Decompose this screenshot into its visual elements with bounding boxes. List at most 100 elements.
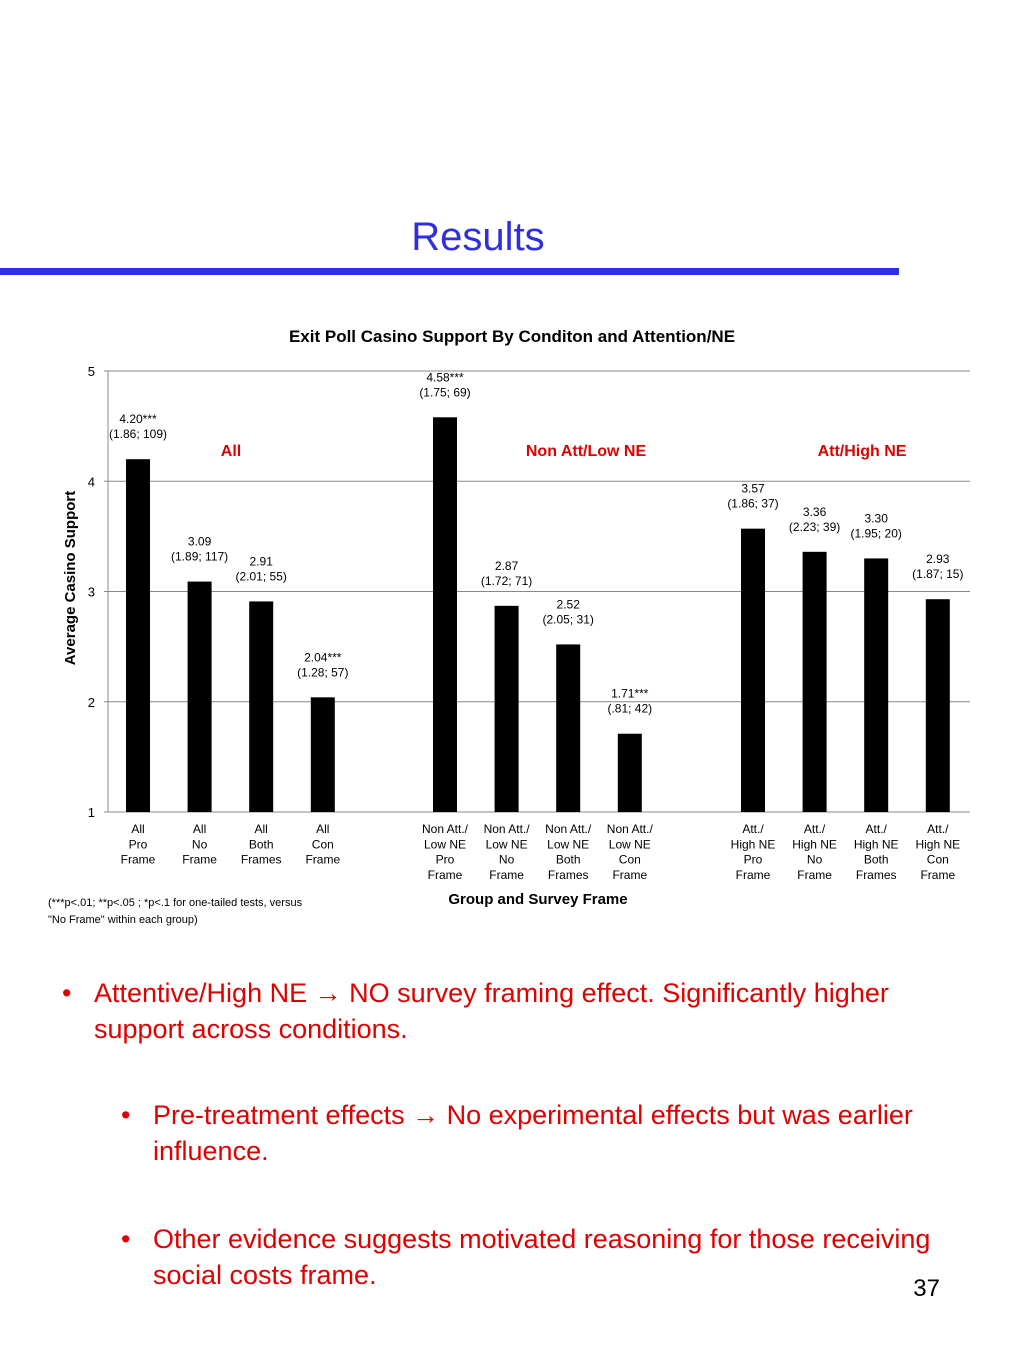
footnote-line: (***p<.01; **p<.05 ; *p<.1 for one-taile… [48, 897, 303, 909]
x-tick-label: All [131, 822, 144, 836]
x-tick-label: High NE [915, 837, 960, 851]
x-tick-label: Both [864, 853, 889, 867]
x-tick-label: Frames [241, 853, 282, 867]
x-tick-label: High NE [731, 837, 776, 851]
x-tick-label: Frame [736, 868, 771, 882]
data-label: (1.87; 15) [912, 567, 963, 581]
x-tick-label: Low NE [609, 837, 651, 851]
x-tick-label: All [193, 822, 206, 836]
bar [617, 733, 642, 812]
significance-footnote: (***p<.01; **p<.05 ; *p<.1 for one-taile… [48, 895, 378, 929]
data-label: (1.28; 57) [297, 665, 348, 679]
gridlines: 1 2 3 4 5 [88, 364, 970, 820]
data-label: 1.71*** [611, 687, 649, 701]
bar [864, 558, 889, 812]
x-tick-label: Frame [920, 868, 955, 882]
x-tick-label: All [255, 822, 268, 836]
bullet-dot-icon: • [121, 1100, 131, 1130]
x-tick-label: Frame [121, 853, 156, 867]
bullet-text: Other evidence suggests motivated reason… [153, 1224, 931, 1290]
x-tick-label: Non Att./ [545, 822, 592, 836]
data-label: 3.09 [188, 535, 212, 549]
x-tick-labels: AllProFrameAllNoFrameAllBothFramesAllCon… [121, 822, 960, 882]
bar [925, 599, 950, 812]
data-label: 2.52 [557, 597, 581, 611]
x-tick-label: Pro [744, 853, 763, 867]
x-tick-label: Frame [797, 868, 832, 882]
x-tick-label: All [316, 822, 329, 836]
data-label: (.81; 42) [607, 702, 652, 716]
x-tick-label: Con [619, 853, 641, 867]
data-label: 2.04*** [304, 650, 342, 664]
x-tick-label: Frame [489, 868, 524, 882]
y-tick-label: 2 [88, 695, 95, 710]
y-tick-label: 5 [88, 364, 95, 379]
y-tick-label: 1 [88, 805, 95, 820]
x-tick-label: Frame [182, 853, 217, 867]
x-tick-label: Frames [548, 868, 589, 882]
group-label: Non Att/Low NE [526, 443, 647, 460]
data-label: (1.89; 117) [171, 550, 228, 564]
x-tick-label: No [807, 853, 823, 867]
bar [310, 697, 335, 812]
footnote-line: "No Frame" within each group) [48, 914, 198, 926]
data-label: (1.86; 37) [727, 497, 778, 511]
data-labels: 4.20***(1.86; 109)3.09(1.89; 117) 2.91(2.… [109, 370, 964, 715]
x-tick-label: Con [312, 837, 334, 851]
x-tick-label: Att./ [804, 822, 826, 836]
bar [494, 605, 519, 812]
data-label: (1.72; 71) [481, 574, 532, 588]
x-tick-label: Att./ [927, 822, 949, 836]
page-number: 37 [913, 1275, 940, 1302]
x-tick-label: Pro [436, 853, 455, 867]
x-tick-label: Low NE [486, 837, 528, 851]
data-label: 2.93 [926, 552, 950, 566]
bar [802, 551, 827, 812]
bar [187, 581, 212, 812]
data-label: 2.87 [495, 559, 519, 573]
bar [741, 528, 765, 812]
y-axis-label: Average Casino Support [62, 491, 79, 665]
x-tick-label: Frame [305, 853, 340, 867]
bar [249, 601, 274, 812]
data-label: 3.36 [803, 505, 827, 519]
x-tick-label: Non Att./ [422, 822, 469, 836]
chart-title: Exit Poll Casino Support By Conditon and… [289, 327, 735, 346]
x-tick-label: High NE [792, 837, 837, 851]
x-tick-label: Con [927, 853, 949, 867]
data-label: 3.30 [865, 511, 889, 525]
title-underline [0, 268, 899, 275]
bar [556, 644, 581, 812]
data-label: (1.75; 69) [419, 385, 470, 399]
x-tick-label: Low NE [424, 837, 466, 851]
data-label: (2.05; 31) [543, 612, 594, 626]
bullet-item: • Attentive/High NE → NO survey framing … [62, 975, 924, 1047]
bullet-dot-icon: • [121, 1224, 131, 1254]
x-tick-label: Pro [129, 837, 148, 851]
sub-bullet-item: • Other evidence suggests motivated reas… [121, 1221, 933, 1293]
data-label: (2.01; 55) [236, 569, 287, 583]
x-tick-label: Low NE [547, 837, 589, 851]
bullet-text: Pre-treatment effects → No experimental … [153, 1100, 913, 1166]
bullet-dot-icon: • [62, 978, 72, 1008]
data-label: 2.91 [250, 554, 274, 568]
bars [126, 417, 950, 812]
x-tick-label: No [499, 853, 515, 867]
data-label: 4.20*** [119, 412, 157, 426]
x-tick-label: Frames [856, 868, 897, 882]
data-label: 3.57 [741, 482, 765, 496]
x-tick-label: Frame [612, 868, 647, 882]
x-tick-label: Both [249, 837, 274, 851]
x-tick-label: Both [556, 853, 581, 867]
x-tick-label: Frame [428, 868, 463, 882]
data-label: 4.58*** [426, 370, 464, 384]
y-tick-label: 4 [88, 474, 95, 489]
slide-title: Results [411, 215, 545, 259]
bar [126, 459, 150, 812]
y-tick-label: 3 [88, 585, 95, 600]
x-tick-label: Att./ [866, 822, 888, 836]
x-tick-label: Non Att./ [484, 822, 531, 836]
sub-bullet-item: • Pre-treatment effects → No experimenta… [121, 1097, 933, 1169]
group-label: Att/High NE [818, 443, 907, 460]
data-label: (1.95; 20) [851, 526, 902, 540]
